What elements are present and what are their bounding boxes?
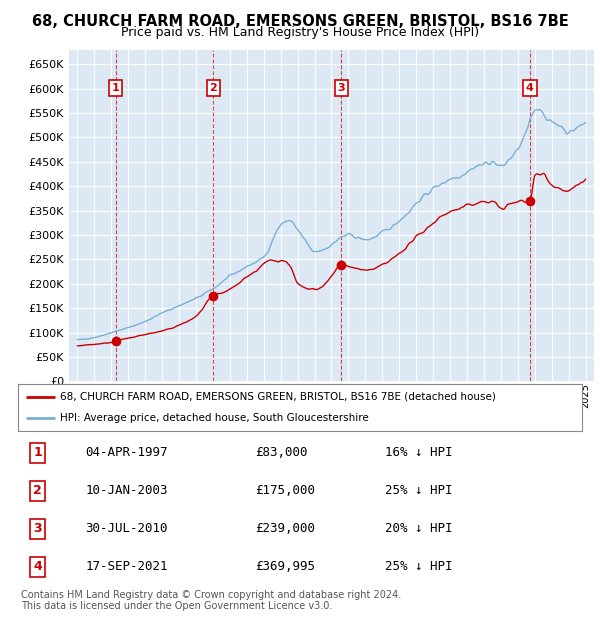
Text: 10-JAN-2003: 10-JAN-2003 — [86, 484, 168, 497]
Text: 30-JUL-2010: 30-JUL-2010 — [86, 523, 168, 536]
Text: 68, CHURCH FARM ROAD, EMERSONS GREEN, BRISTOL, BS16 7BE: 68, CHURCH FARM ROAD, EMERSONS GREEN, BR… — [32, 14, 568, 29]
Text: 25% ↓ HPI: 25% ↓ HPI — [385, 484, 452, 497]
Text: 2: 2 — [34, 484, 42, 497]
Text: Price paid vs. HM Land Registry's House Price Index (HPI): Price paid vs. HM Land Registry's House … — [121, 26, 479, 39]
Text: This data is licensed under the Open Government Licence v3.0.: This data is licensed under the Open Gov… — [21, 601, 332, 611]
Text: 16% ↓ HPI: 16% ↓ HPI — [385, 446, 452, 459]
Text: 1: 1 — [112, 82, 119, 93]
Text: Contains HM Land Registry data © Crown copyright and database right 2024.: Contains HM Land Registry data © Crown c… — [21, 590, 401, 600]
Text: 1: 1 — [34, 446, 42, 459]
Text: 2: 2 — [209, 82, 217, 93]
Text: 20% ↓ HPI: 20% ↓ HPI — [385, 523, 452, 536]
Text: 3: 3 — [338, 82, 345, 93]
Text: 25% ↓ HPI: 25% ↓ HPI — [385, 560, 452, 574]
Text: £83,000: £83,000 — [255, 446, 307, 459]
Text: £369,995: £369,995 — [255, 560, 315, 574]
Text: 04-APR-1997: 04-APR-1997 — [86, 446, 168, 459]
Text: £175,000: £175,000 — [255, 484, 315, 497]
Text: 17-SEP-2021: 17-SEP-2021 — [86, 560, 168, 574]
Text: 4: 4 — [34, 560, 42, 574]
Text: 3: 3 — [34, 523, 42, 536]
Text: HPI: Average price, detached house, South Gloucestershire: HPI: Average price, detached house, Sout… — [60, 414, 369, 423]
Text: 68, CHURCH FARM ROAD, EMERSONS GREEN, BRISTOL, BS16 7BE (detached house): 68, CHURCH FARM ROAD, EMERSONS GREEN, BR… — [60, 392, 496, 402]
Text: 4: 4 — [526, 82, 534, 93]
Text: £239,000: £239,000 — [255, 523, 315, 536]
